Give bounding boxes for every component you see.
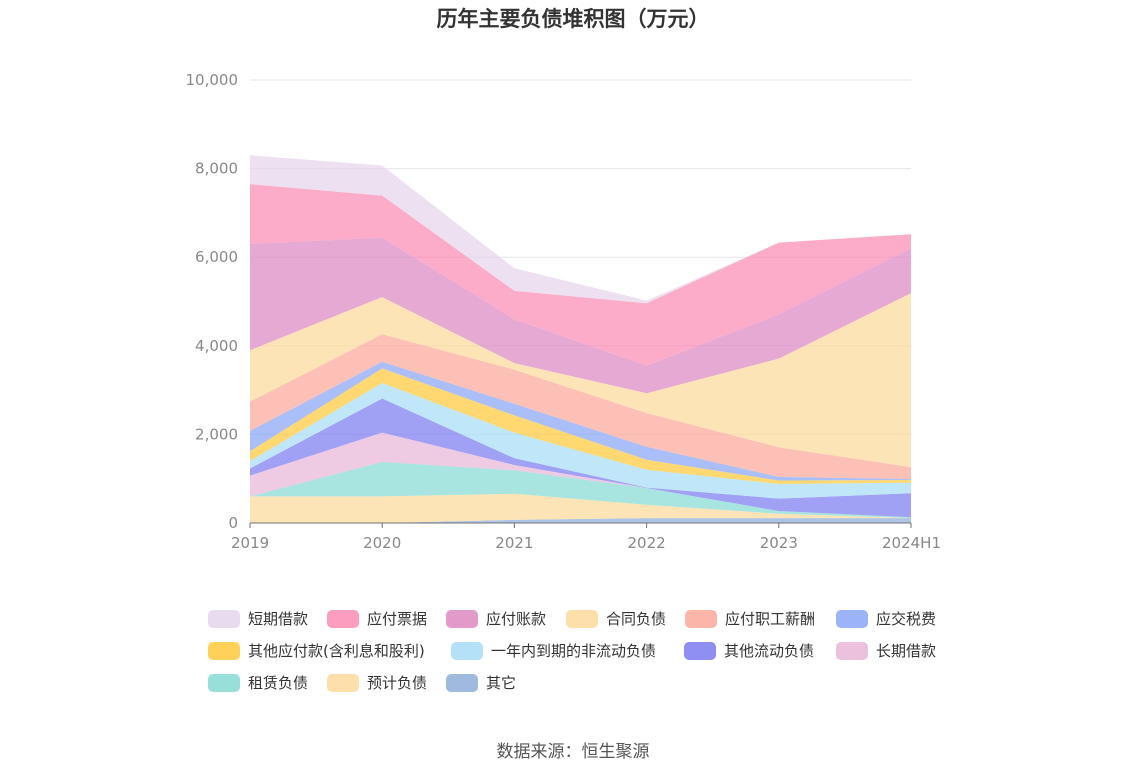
area-3	[250, 432, 911, 518]
legend-label: 其他应付款(含利息和股利)	[248, 642, 425, 660]
legend-item[interactable]: 一年内到期的非流动负债	[451, 642, 656, 660]
area-9	[250, 293, 911, 468]
legend-swatch	[208, 674, 240, 692]
legend-item[interactable]: 长期借款	[836, 642, 936, 660]
legend-item[interactable]: 应付账款	[446, 610, 546, 628]
legend-item[interactable]: 其它	[446, 674, 516, 692]
y-tick-label: 6,000	[195, 248, 238, 266]
x-tick-label: 2022	[628, 534, 666, 552]
legend-swatch	[327, 610, 359, 628]
legend-swatch	[836, 642, 868, 660]
area-5	[250, 383, 911, 499]
legend-label: 短期借款	[248, 610, 308, 628]
legend-label: 其他流动负债	[724, 642, 814, 660]
x-tick-label: 2023	[760, 534, 798, 552]
legend-swatch	[208, 642, 240, 660]
legend-label: 应付职工薪酬	[725, 610, 815, 628]
area-series	[250, 155, 911, 523]
legend-swatch	[685, 610, 717, 628]
y-tick-label: 8,000	[195, 160, 238, 178]
legend-label: 应付账款	[486, 610, 546, 628]
legend-label: 一年内到期的非流动负债	[491, 642, 656, 660]
legend-swatch	[451, 642, 483, 660]
x-tick-label: 2021	[495, 534, 533, 552]
legend-label: 合同负债	[606, 610, 666, 628]
legend-item[interactable]: 租赁负债	[208, 674, 308, 692]
area-1	[250, 493, 911, 523]
legend-item[interactable]: 其他应付款(含利息和股利)	[208, 642, 425, 660]
legend-swatch	[446, 610, 478, 628]
legend-item[interactable]: 短期借款	[208, 610, 308, 628]
source-note: 数据来源：恒生聚源	[497, 742, 650, 762]
legend-item[interactable]: 预计负债	[327, 674, 427, 692]
x-tick-label: 2024H1	[882, 534, 941, 552]
legend-label: 应交税费	[876, 610, 936, 628]
legend-swatch	[327, 674, 359, 692]
legend-swatch	[208, 610, 240, 628]
legend-item[interactable]: 应付职工薪酬	[685, 610, 815, 628]
legend-item[interactable]: 应交税费	[836, 610, 936, 628]
x-tick-label: 2019	[231, 534, 269, 552]
area-4	[250, 398, 911, 518]
y-tick-label: 4,000	[195, 337, 238, 355]
y-tick-label: 0	[228, 514, 238, 532]
legend-swatch	[684, 642, 716, 660]
area-11	[250, 184, 911, 366]
legend-label: 应付票据	[367, 610, 427, 628]
legend-label: 长期借款	[876, 642, 936, 660]
area-2	[250, 461, 911, 519]
legend-item[interactable]: 其他流动负债	[684, 642, 814, 660]
area-12	[250, 155, 911, 304]
legend-swatch	[566, 610, 598, 628]
x-tick-label: 2020	[363, 534, 401, 552]
chart-title: 历年主要负债堆积图（万元）	[437, 7, 710, 31]
area-8	[250, 334, 911, 480]
legend-label: 租赁负债	[248, 674, 308, 692]
y-tick-label: 2,000	[195, 425, 238, 443]
area-0	[250, 518, 911, 523]
legend-swatch	[836, 610, 868, 628]
y-axis: 0 2,000 4,000 6,000 8,000 10,000	[186, 71, 239, 532]
legend-label: 其它	[486, 674, 516, 692]
x-axis: 2019 2020 2021 2022 2023 2024H1	[231, 522, 941, 552]
legend-label: 预计负债	[367, 674, 427, 692]
area-10	[250, 237, 911, 394]
legend-item[interactable]: 合同负债	[566, 610, 666, 628]
legend-swatch	[446, 674, 478, 692]
y-tick-label: 10,000	[186, 71, 239, 89]
legend-item[interactable]: 应付票据	[327, 610, 427, 628]
